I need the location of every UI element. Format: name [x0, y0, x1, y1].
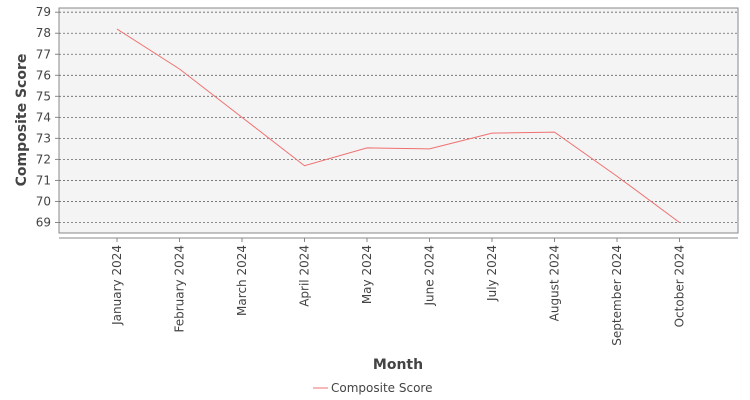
- x-tick-label: July 2024: [485, 245, 499, 302]
- x-axis-title: Month: [373, 357, 423, 373]
- series-layer: [116, 28, 680, 223]
- x-tick-label: October 2024: [673, 245, 687, 327]
- y-tick-label: 79: [36, 5, 51, 19]
- y-tick-label: 73: [36, 131, 51, 145]
- y-tick-label: 69: [36, 215, 51, 229]
- legend-label: Composite Score: [331, 381, 432, 395]
- y-tick-label: 72: [36, 152, 51, 166]
- x-tick-label: May 2024: [360, 245, 374, 304]
- y-tick-label: 78: [36, 26, 51, 40]
- y-axis: 69 70 71 72 73 74 75 76 77 78 79: [36, 5, 59, 229]
- legend: Composite Score: [313, 381, 432, 395]
- y-tick-label: 75: [36, 89, 51, 103]
- y-tick-label: 76: [36, 68, 51, 82]
- y-tick-label: 70: [36, 194, 51, 208]
- y-axis-title: Composite Score: [14, 54, 30, 187]
- y-tick-label: 71: [36, 173, 51, 187]
- y-tick-label: 77: [36, 47, 51, 61]
- x-tick-label: April 2024: [298, 245, 312, 307]
- x-tick-label: August 2024: [548, 245, 562, 321]
- x-tick-label: February 2024: [173, 245, 187, 333]
- x-tick-label: June 2024: [423, 245, 437, 307]
- x-tick-label: January 2024: [110, 245, 124, 326]
- x-tick-label: September 2024: [610, 245, 624, 346]
- y-tick-label: 74: [36, 110, 51, 124]
- plot-background: [58, 7, 739, 234]
- series-line: [116, 28, 680, 223]
- x-axis: January 2024 February 2024 March 2024 April…: [59, 237, 738, 346]
- x-tick-label: March 2024: [235, 245, 249, 316]
- gridlines: [59, 11, 738, 223]
